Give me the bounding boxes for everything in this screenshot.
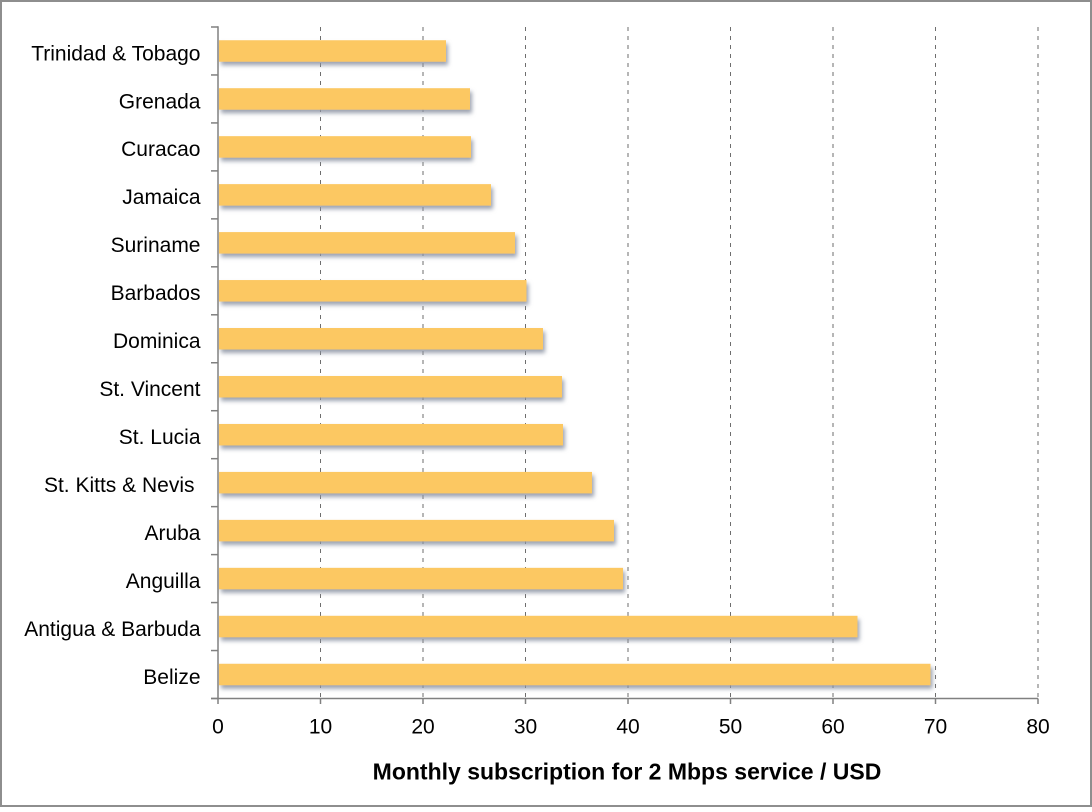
svg-text:Trinidad & Tobago: Trinidad & Tobago — [31, 42, 200, 65]
svg-text:Monthly subscription for 2 Mbp: Monthly subscription for 2 Mbps service … — [373, 759, 882, 785]
svg-text:St. Vincent: St. Vincent — [99, 378, 200, 401]
svg-text:Aruba: Aruba — [144, 522, 200, 545]
svg-text:20: 20 — [411, 716, 434, 739]
svg-text:70: 70 — [924, 716, 947, 739]
svg-text:Barbados: Barbados — [111, 282, 201, 305]
svg-text:St. Lucia: St. Lucia — [119, 426, 201, 449]
svg-text:Belize: Belize — [143, 666, 200, 689]
svg-text:Curacao: Curacao — [121, 138, 200, 161]
svg-text:Suriname: Suriname — [111, 234, 201, 257]
svg-text:Antigua & Barbuda: Antigua & Barbuda — [24, 618, 201, 641]
svg-text:0: 0 — [212, 716, 224, 739]
svg-text:80: 80 — [1026, 716, 1049, 739]
svg-text:60: 60 — [821, 716, 844, 739]
svg-text:10: 10 — [309, 716, 332, 739]
svg-text:40: 40 — [616, 716, 639, 739]
svg-text:Dominica: Dominica — [113, 330, 201, 353]
svg-text:30: 30 — [514, 716, 537, 739]
svg-text:Grenada: Grenada — [119, 90, 201, 113]
svg-text:50: 50 — [719, 716, 742, 739]
svg-text:Anguilla: Anguilla — [126, 570, 201, 593]
svg-text:Jamaica: Jamaica — [122, 186, 201, 209]
svg-text:St. Kitts & Nevis: St. Kitts & Nevis — [44, 474, 195, 497]
